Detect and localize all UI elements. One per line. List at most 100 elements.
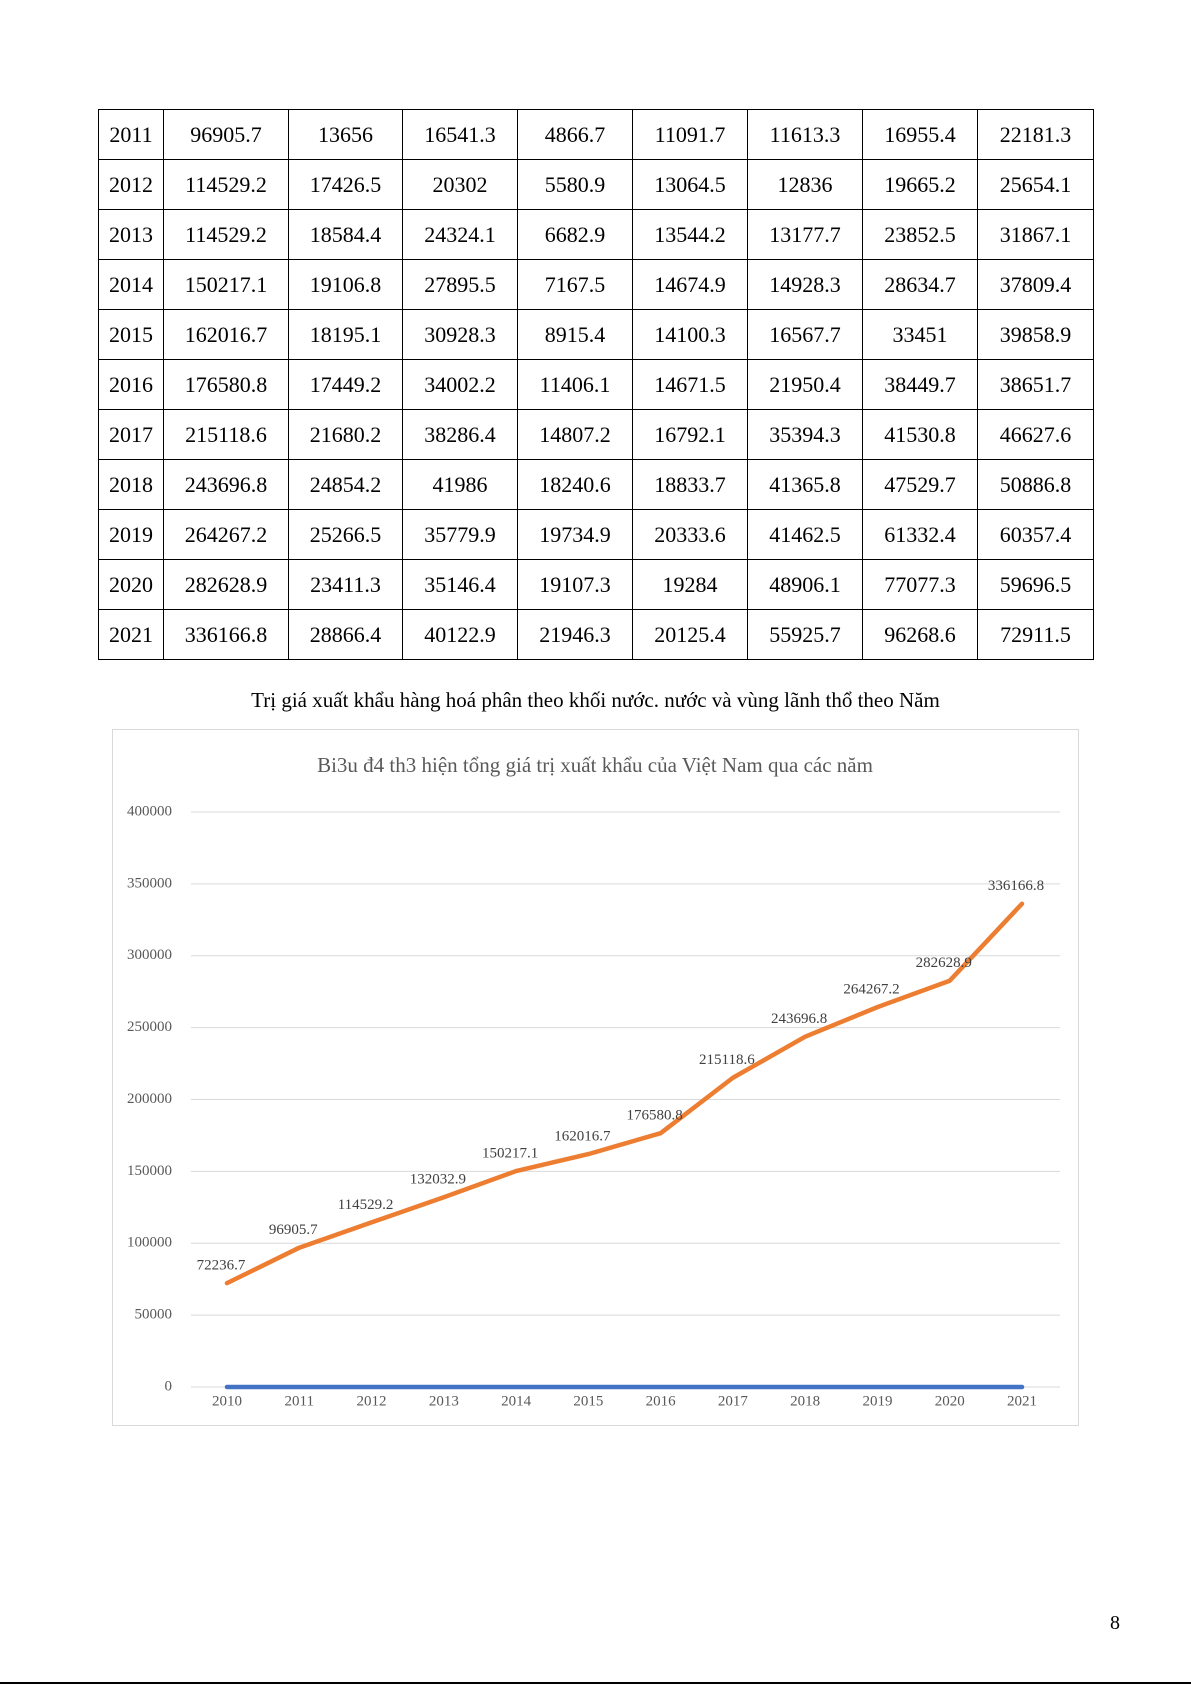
table-cell: 24854.2 xyxy=(288,459,403,510)
table-cell: 264267.2 xyxy=(163,509,289,560)
x-tick-label: 2020 xyxy=(935,1393,965,1409)
table-cell: 16541.3 xyxy=(402,109,518,160)
table-cell: 47529.7 xyxy=(862,459,978,510)
table-cell: 50886.8 xyxy=(977,459,1094,510)
table-row: 2016 176580.8 17449.2 34002.2 11406.1 14671.5… xyxy=(98,359,1094,410)
x-tick-label: 2013 xyxy=(429,1393,459,1409)
table-cell: 72911.5 xyxy=(977,609,1094,660)
page-number: 8 xyxy=(1110,1612,1120,1634)
table-cell: 28866.4 xyxy=(288,609,403,660)
table-cell: 18195.1 xyxy=(288,309,403,360)
table-row: 2011 96905.7 13656 16541.3 4866.7 11091.7 1161… xyxy=(98,109,1094,160)
table-cell: 38449.7 xyxy=(862,359,978,410)
table-cell: 55925.7 xyxy=(747,609,863,660)
table-cell: 22181.3 xyxy=(977,109,1094,160)
table-cell: 61332.4 xyxy=(862,509,978,560)
table-cell: 20125.4 xyxy=(632,609,748,660)
table-cell: 28634.7 xyxy=(862,259,978,310)
x-tick-label: 2016 xyxy=(646,1393,677,1409)
data-label: 132032.9 xyxy=(410,1172,466,1188)
table-cell: 21946.3 xyxy=(517,609,633,660)
table-cell: 16567.7 xyxy=(747,309,863,360)
table-cell: 46627.6 xyxy=(977,409,1094,460)
chart: Bi3u đ4 th3 hiện tổng giá trị xuất khẩu … xyxy=(112,729,1079,1426)
table-cell: 19107.3 xyxy=(517,559,633,610)
table-cell: 18240.6 xyxy=(517,459,633,510)
table-cell: 2019 xyxy=(98,509,164,560)
data-table: 2011 96905.7 13656 16541.3 4866.7 11091.7 1161… xyxy=(98,109,1094,660)
table-cell: 37809.4 xyxy=(977,259,1094,310)
x-tick-label: 2014 xyxy=(501,1393,532,1409)
table-row: 2018 243696.8 24854.2 41986 18240.6 18833.7 41… xyxy=(98,459,1094,510)
table-cell: 114529.2 xyxy=(163,159,289,210)
data-label: 243696.8 xyxy=(771,1011,827,1027)
table-cell: 38286.4 xyxy=(402,409,518,460)
table-cell: 282628.9 xyxy=(163,559,289,610)
table-cell: 11613.3 xyxy=(747,109,863,160)
table-cell: 114529.2 xyxy=(163,209,289,260)
table-cell: 150217.1 xyxy=(163,259,289,310)
table-cell: 19284 xyxy=(632,559,748,610)
table-cell: 17449.2 xyxy=(288,359,403,410)
table-row: 2014 150217.1 19106.8 27895.5 7167.5 14674.9 1… xyxy=(98,259,1094,310)
y-tick-label: 0 xyxy=(165,1378,173,1394)
table-cell: 48906.1 xyxy=(747,559,863,610)
table-cell: 23852.5 xyxy=(862,209,978,260)
table-cell: 31867.1 xyxy=(977,209,1094,260)
table-cell: 27895.5 xyxy=(402,259,518,310)
x-tick-label: 2012 xyxy=(357,1393,387,1409)
x-tick-label: 2015 xyxy=(573,1393,603,1409)
table-cell: 243696.8 xyxy=(163,459,289,510)
table-cell: 2013 xyxy=(98,209,164,260)
data-label: 72236.7 xyxy=(197,1258,246,1274)
table-cell: 14928.3 xyxy=(747,259,863,310)
table-cell: 59696.5 xyxy=(977,559,1094,610)
y-tick-label: 350000 xyxy=(127,875,172,891)
x-tick-label: 2018 xyxy=(790,1393,820,1409)
y-tick-label: 150000 xyxy=(127,1163,172,1179)
data-label: 336166.8 xyxy=(988,878,1044,894)
table-cell: 60357.4 xyxy=(977,509,1094,560)
table-row: 2013 114529.2 18584.4 24324.1 6682.9 13544.2 1… xyxy=(98,209,1094,260)
table-cell: 41462.5 xyxy=(747,509,863,560)
x-tick-label: 2010 xyxy=(212,1393,242,1409)
table-cell: 2017 xyxy=(98,409,164,460)
table-cell: 41365.8 xyxy=(747,459,863,510)
data-label: 264267.2 xyxy=(843,982,899,998)
table-cell: 2021 xyxy=(98,609,164,660)
data-label: 96905.7 xyxy=(269,1222,318,1238)
table-cell: 4866.7 xyxy=(517,109,633,160)
table-cell: 11091.7 xyxy=(632,109,748,160)
table-cell: 14807.2 xyxy=(517,409,633,460)
table-cell: 33451 xyxy=(862,309,978,360)
table-cell: 17426.5 xyxy=(288,159,403,210)
x-tick-label: 2021 xyxy=(1007,1393,1037,1409)
table-cell: 162016.7 xyxy=(163,309,289,360)
table-cell: 13544.2 xyxy=(632,209,748,260)
table-row: 2012 114529.2 17426.5 20302 5580.9 13064.5 128… xyxy=(98,159,1094,210)
table-cell: 19106.8 xyxy=(288,259,403,310)
table-row: 2021 336166.8 28866.4 40122.9 21946.3 20125.4… xyxy=(98,609,1094,660)
chart-title: Bi3u đ4 th3 hiện tổng giá trị xuất khẩu … xyxy=(317,753,873,777)
data-label: 282628.9 xyxy=(916,955,972,971)
table-cell: 24324.1 xyxy=(402,209,518,260)
footer-rule xyxy=(0,1682,1191,1684)
table-cell: 2012 xyxy=(98,159,164,210)
table-cell: 35779.9 xyxy=(402,509,518,560)
table-cell: 38651.7 xyxy=(977,359,1094,410)
table-cell: 2015 xyxy=(98,309,164,360)
x-tick-label: 2019 xyxy=(862,1393,892,1409)
table-cell: 13064.5 xyxy=(632,159,748,210)
table-cell: 19734.9 xyxy=(517,509,633,560)
table-cell: 96268.6 xyxy=(862,609,978,660)
y-tick-label: 400000 xyxy=(127,803,172,819)
table-cell: 21950.4 xyxy=(747,359,863,410)
table-row: 2020 282628.9 23411.3 35146.4 19107.3 19284 48… xyxy=(98,559,1094,610)
table-cell: 34002.2 xyxy=(402,359,518,410)
table-cell: 18584.4 xyxy=(288,209,403,260)
table-cell: 2018 xyxy=(98,459,164,510)
table-cell: 23411.3 xyxy=(288,559,403,610)
x-tick-label: 2011 xyxy=(285,1393,314,1409)
table-cell: 2016 xyxy=(98,359,164,410)
